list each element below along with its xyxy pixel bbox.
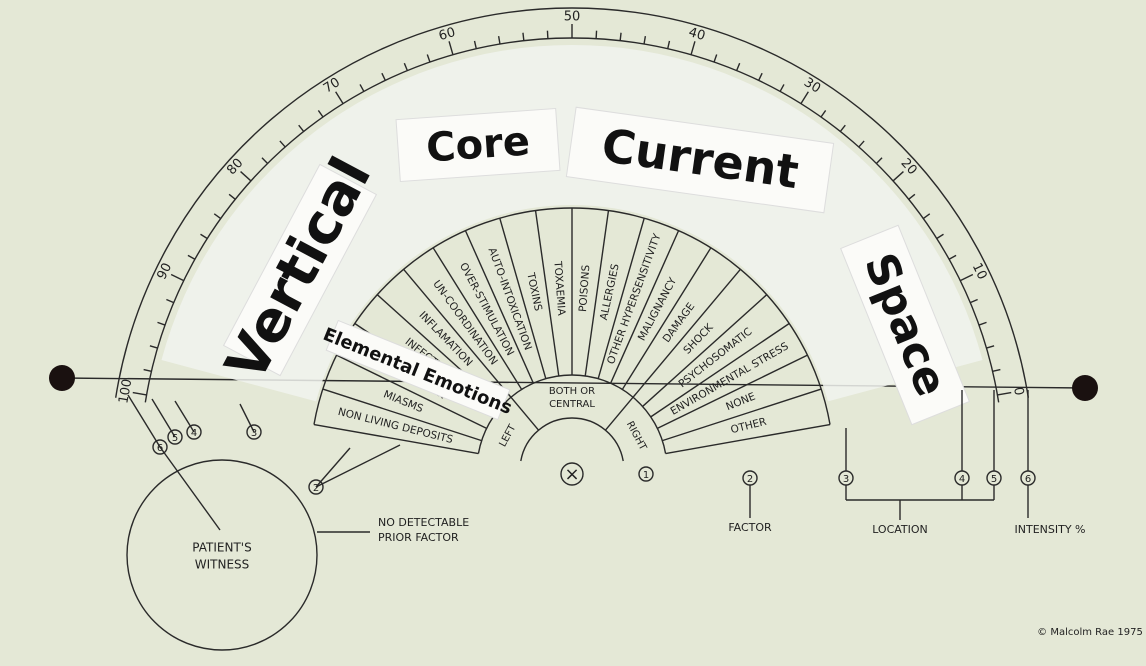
marker-number: 4 <box>191 428 197 439</box>
marker-number: 5 <box>172 433 178 444</box>
marker-number: 6 <box>157 443 163 454</box>
intensity-label: INTENSITY % <box>1015 523 1086 536</box>
center-symbol: × <box>564 464 579 485</box>
hole-left <box>49 365 75 391</box>
scale-tick <box>620 33 621 41</box>
marker-number: 6 <box>1025 474 1031 485</box>
marker-number: 3 <box>251 428 257 439</box>
scale-label: 50 <box>564 10 581 25</box>
center-central: BOTH OR <box>549 386 595 397</box>
scale-tick <box>523 33 524 41</box>
witness-label: WITNESS <box>195 558 250 572</box>
factor-label: FACTOR <box>728 521 772 534</box>
marker-number: 1 <box>643 470 649 481</box>
witness-label: PATIENT'S <box>192 541 251 555</box>
note-text: Core <box>425 118 532 171</box>
marker-number: 5 <box>991 474 997 485</box>
prior-label: NO DETECTABLE <box>378 516 469 529</box>
marker-number: 4 <box>959 474 965 485</box>
hole-right <box>1072 375 1098 401</box>
location-label: LOCATION <box>872 523 928 536</box>
marker-number: 2 <box>313 483 319 494</box>
copyright: © Malcolm Rae 1975 <box>1037 627 1143 638</box>
marker-number: 2 <box>747 474 753 485</box>
prior-label: PRIOR FACTOR <box>378 531 459 544</box>
paper-note: Core <box>396 108 560 181</box>
marker-number: 3 <box>843 474 849 485</box>
center-central: CENTRAL <box>549 399 595 410</box>
rae-chart: PATIENT'S WITNESS NO DETECTABLE PRIOR FA… <box>0 0 1146 666</box>
